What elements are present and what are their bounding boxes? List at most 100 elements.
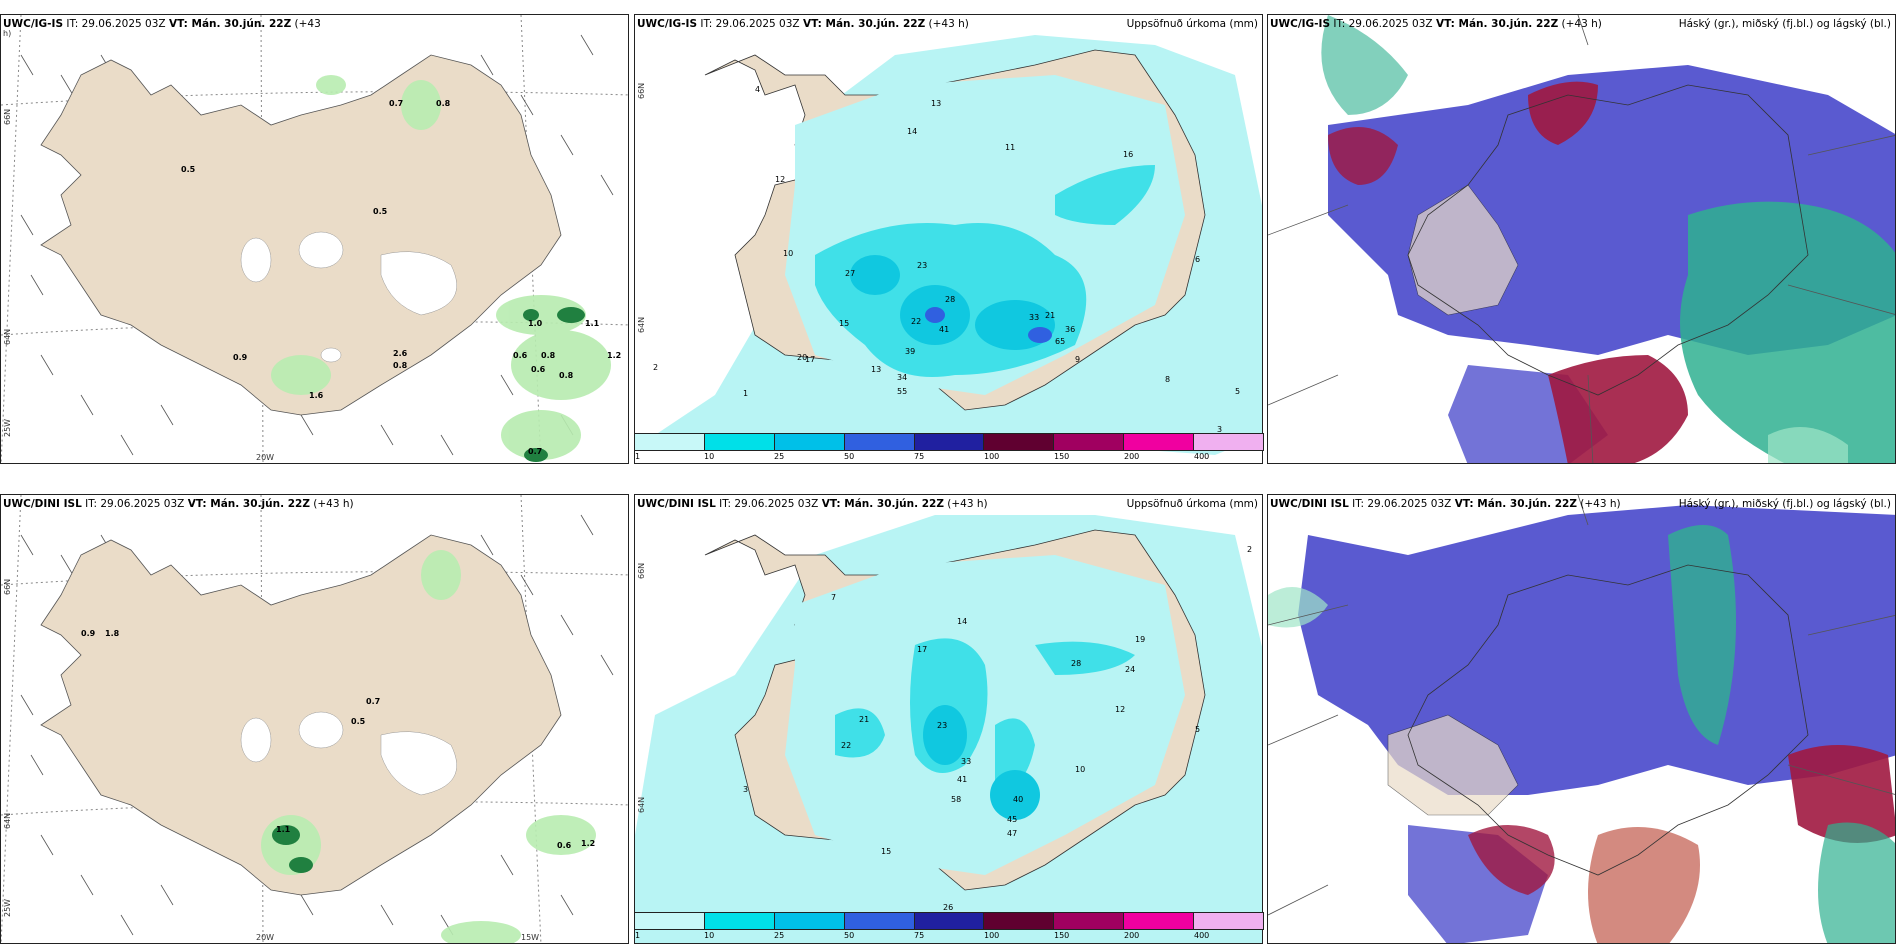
value-label: 0.9 [81,629,96,638]
value-label: 1 [743,389,749,398]
colorbar-tick: 50 [844,452,855,461]
value-label: 0.8 [559,371,574,380]
value-label: 20 [797,353,808,362]
value-label: 5 [1235,387,1241,396]
value-label: 65 [1055,337,1066,346]
precip-colorbar: 1 10 25 50 75 100 150 200 400 [634,433,1264,463]
value-label: 1.8 [105,629,120,638]
value-label: 45 [1007,815,1018,824]
value-label: 1.1 [585,319,600,328]
value-label: 0.9 [233,353,248,362]
value-label: 13 [871,365,882,374]
colorbar-swatches [634,433,1264,451]
precip-dark [523,307,585,462]
colorbar-tick: 150 [1054,931,1070,940]
lon-label: 25W [3,418,12,437]
colorbar-tick: 200 [1124,452,1140,461]
colorbar-swatch [774,434,845,450]
value-label: 5 [1195,725,1201,734]
value-label: 27 [845,269,856,278]
lat-label: 66N [3,578,12,595]
value-label: 0.6 [513,351,528,360]
colorbar-swatch [1054,913,1125,929]
colorbar-swatch [914,913,985,929]
value-label: 34 [897,373,908,382]
colorbar-ticks: 1 10 25 50 75 100 150 200 400 [634,451,1264,463]
colorbar-swatch [1054,434,1125,450]
colorbar-tick: 400 [1194,931,1210,940]
colorbar-swatch [1124,434,1195,450]
colorbar-swatch [844,913,915,929]
precip-map [635,495,1262,943]
value-label: 10 [783,249,794,258]
colorbar-swatch [984,434,1055,450]
value-label: 8 [1165,375,1171,384]
panel-title: UWC/DINI ISL IT: 29.06.2025 03Z VT: Mán.… [637,498,1258,510]
value-label: 39 [905,347,916,356]
value-label: 0.5 [373,207,388,216]
value-label: 0.8 [436,99,451,108]
value-label: 4 [755,85,761,94]
lon-label: 20W [256,453,275,462]
value-label: 13 [931,99,942,108]
value-label: 47 [1007,829,1018,838]
lon-label: 25W [3,898,12,917]
value-label: 10 [1075,765,1086,774]
panel-title: UWC/IG-IS IT: 29.06.2025 03Z VT: Mán. 30… [3,18,321,30]
value-label: 3 [1217,425,1223,434]
value-label: 23 [917,261,928,270]
value-label: 2 [1247,545,1253,554]
value-label: 58 [951,795,962,804]
panel-top-mid-precip-map: UWC/IG-IS IT: 29.06.2025 03Z VT: Mán. 30… [634,14,1263,464]
precip-colorbar: 1 10 25 50 75 100 150 200 400 [634,912,1264,942]
value-label: 14 [907,127,918,136]
colorbar-swatch [844,434,915,450]
value-label: 40 [1013,795,1024,804]
colorbar-tick: 75 [914,931,925,940]
value-label: 24 [1125,665,1136,674]
precip-heavy [923,705,1040,820]
colorbar-tick: 50 [844,931,855,940]
value-label: 0.8 [393,361,408,370]
value-label: 26 [943,903,954,912]
value-label: 12 [1115,705,1126,714]
value-label: 19 [1135,635,1146,644]
colorbar-tick: 150 [1054,452,1070,461]
colorbar-tick: 10 [704,931,715,940]
colorbar-ticks: 1 10 25 50 75 100 150 200 400 [634,930,1264,942]
value-label: 1.2 [607,351,622,360]
value-label: 1.1 [276,825,291,834]
panel-top-left-wind-map: UWC/IG-IS IT: 29.06.2025 03Z VT: Mán. 30… [0,14,629,464]
colorbar-swatch [1194,913,1264,929]
colorbar-swatch [635,913,705,929]
value-label: 7 [831,593,837,602]
panel-bot-right-cloud-map: UWC/DINI ISL IT: 29.06.2025 03Z VT: Mán.… [1267,494,1896,944]
value-label: 1.0 [528,319,543,328]
value-label: 0.7 [528,447,543,456]
glaciers [240,231,457,363]
value-label: 0.5 [181,165,196,174]
value-label: 15 [839,319,850,328]
value-label: 6 [1195,255,1201,264]
colorbar-tick: 75 [914,452,925,461]
value-label: 33 [961,757,972,766]
value-label: 21 [1045,311,1056,320]
value-label: 0.7 [389,99,404,108]
lat-label: 66N [637,82,646,99]
value-label: 15 [881,847,892,856]
lat-label: 64N [3,328,12,345]
value-label: 22 [841,741,852,750]
value-label: 2 [653,363,659,372]
colorbar-swatch [1194,434,1264,450]
value-label: 11 [1005,143,1016,152]
lon-label: 15W [521,933,540,942]
value-label: 16 [1123,150,1134,159]
panel-title: UWC/IG-IS IT: 29.06.2025 03Z VT: Mán. 30… [1270,18,1891,30]
value-label: 9 [1075,355,1081,364]
value-label: 55 [897,387,908,396]
lat-label: 64N [3,812,12,829]
value-label: 2.6 [393,349,408,358]
value-label: 0.7 [366,697,381,706]
value-label: 0.5 [351,717,366,726]
value-label: 12 [775,175,786,184]
